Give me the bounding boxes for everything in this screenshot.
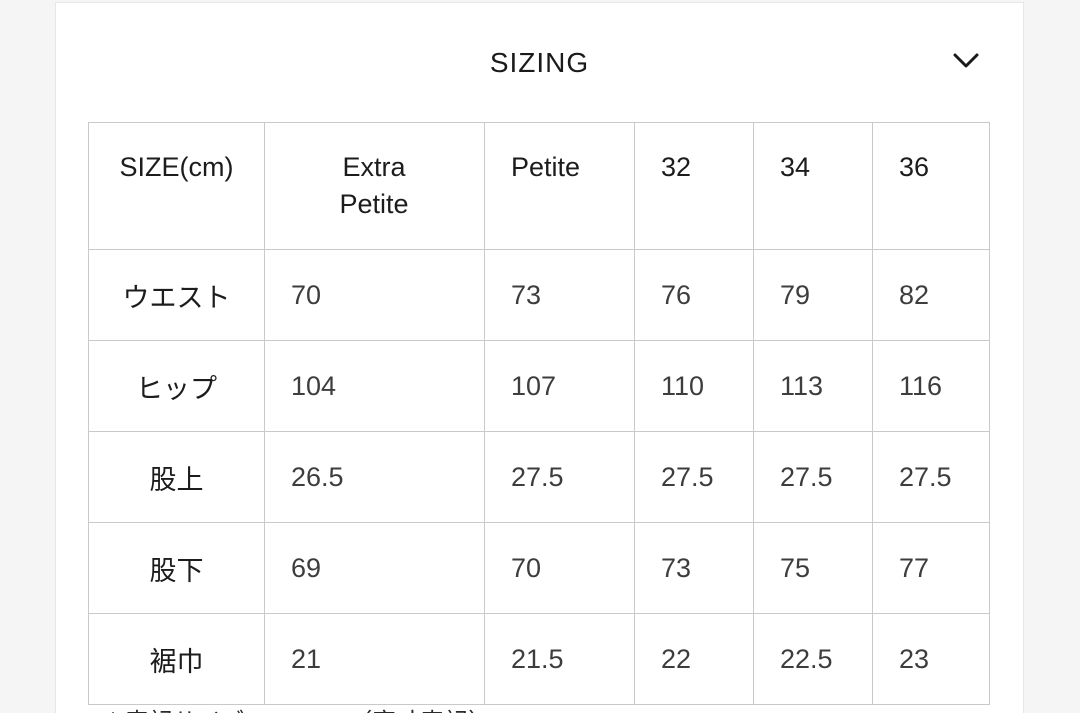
value-cell: 113 [753,340,873,432]
value-cell: 27.5 [872,431,990,523]
column-header-34: 34 [753,122,873,250]
value-cell: 73 [634,522,754,614]
column-header-extra-petite: Extra Petite [264,122,485,250]
table-row-rise: 股上 26.5 27.5 27.5 27.5 27.5 [88,431,990,523]
value-cell: 22 [634,613,754,705]
sizing-accordion-header[interactable]: SIZING [56,3,1023,122]
row-label: 股下 [88,522,265,614]
value-cell: 82 [872,249,990,341]
size-chart-table: SIZE(cm) Extra Petite Petite 32 34 36 ウエ… [88,122,990,705]
table-row-waist: ウエスト 70 73 76 79 82 [88,249,990,341]
panel-title: SIZING [489,46,590,78]
value-cell: 75 [753,522,873,614]
value-cell: 27.5 [753,431,873,523]
sizing-panel: SIZING SIZE(cm) Extra Petite Petite 32 3… [55,2,1024,713]
column-header-petite: Petite [484,122,635,250]
value-cell: 104 [264,340,485,432]
value-cell: 76 [634,249,754,341]
value-cell: 26.5 [264,431,485,523]
table-row-hem-width: 裾巾 21 21.5 22 22.5 23 [88,613,990,705]
row-label: ヒップ [88,340,265,432]
row-label: ウエスト [88,249,265,341]
value-cell: 107 [484,340,635,432]
chevron-down-icon[interactable] [953,53,979,69]
corner-header-cell: SIZE(cm) [88,122,265,250]
value-cell: 23 [872,613,990,705]
value-cell: 73 [484,249,635,341]
value-cell: 21 [264,613,485,705]
row-label: 裾巾 [88,613,265,705]
table-header-row: SIZE(cm) Extra Petite Petite 32 34 36 [88,122,990,250]
value-cell: 77 [872,522,990,614]
size-note-clipped: ＊表記サイズ・・・cm（実寸表記） [101,702,492,713]
value-cell: 70 [264,249,485,341]
value-cell: 27.5 [634,431,754,523]
table-row-hip: ヒップ 104 107 110 113 116 [88,340,990,432]
row-label: 股上 [88,431,265,523]
value-cell: 79 [753,249,873,341]
value-cell: 21.5 [484,613,635,705]
value-cell: 110 [634,340,754,432]
value-cell: 70 [484,522,635,614]
table-row-inseam: 股下 69 70 73 75 77 [88,522,990,614]
column-header-36: 36 [872,122,990,250]
value-cell: 69 [264,522,485,614]
value-cell: 22.5 [753,613,873,705]
value-cell: 116 [872,340,990,432]
value-cell: 27.5 [484,431,635,523]
column-header-32: 32 [634,122,754,250]
